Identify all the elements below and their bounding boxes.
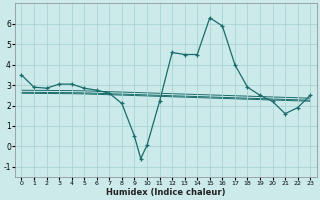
X-axis label: Humidex (Indice chaleur): Humidex (Indice chaleur)	[106, 188, 226, 197]
